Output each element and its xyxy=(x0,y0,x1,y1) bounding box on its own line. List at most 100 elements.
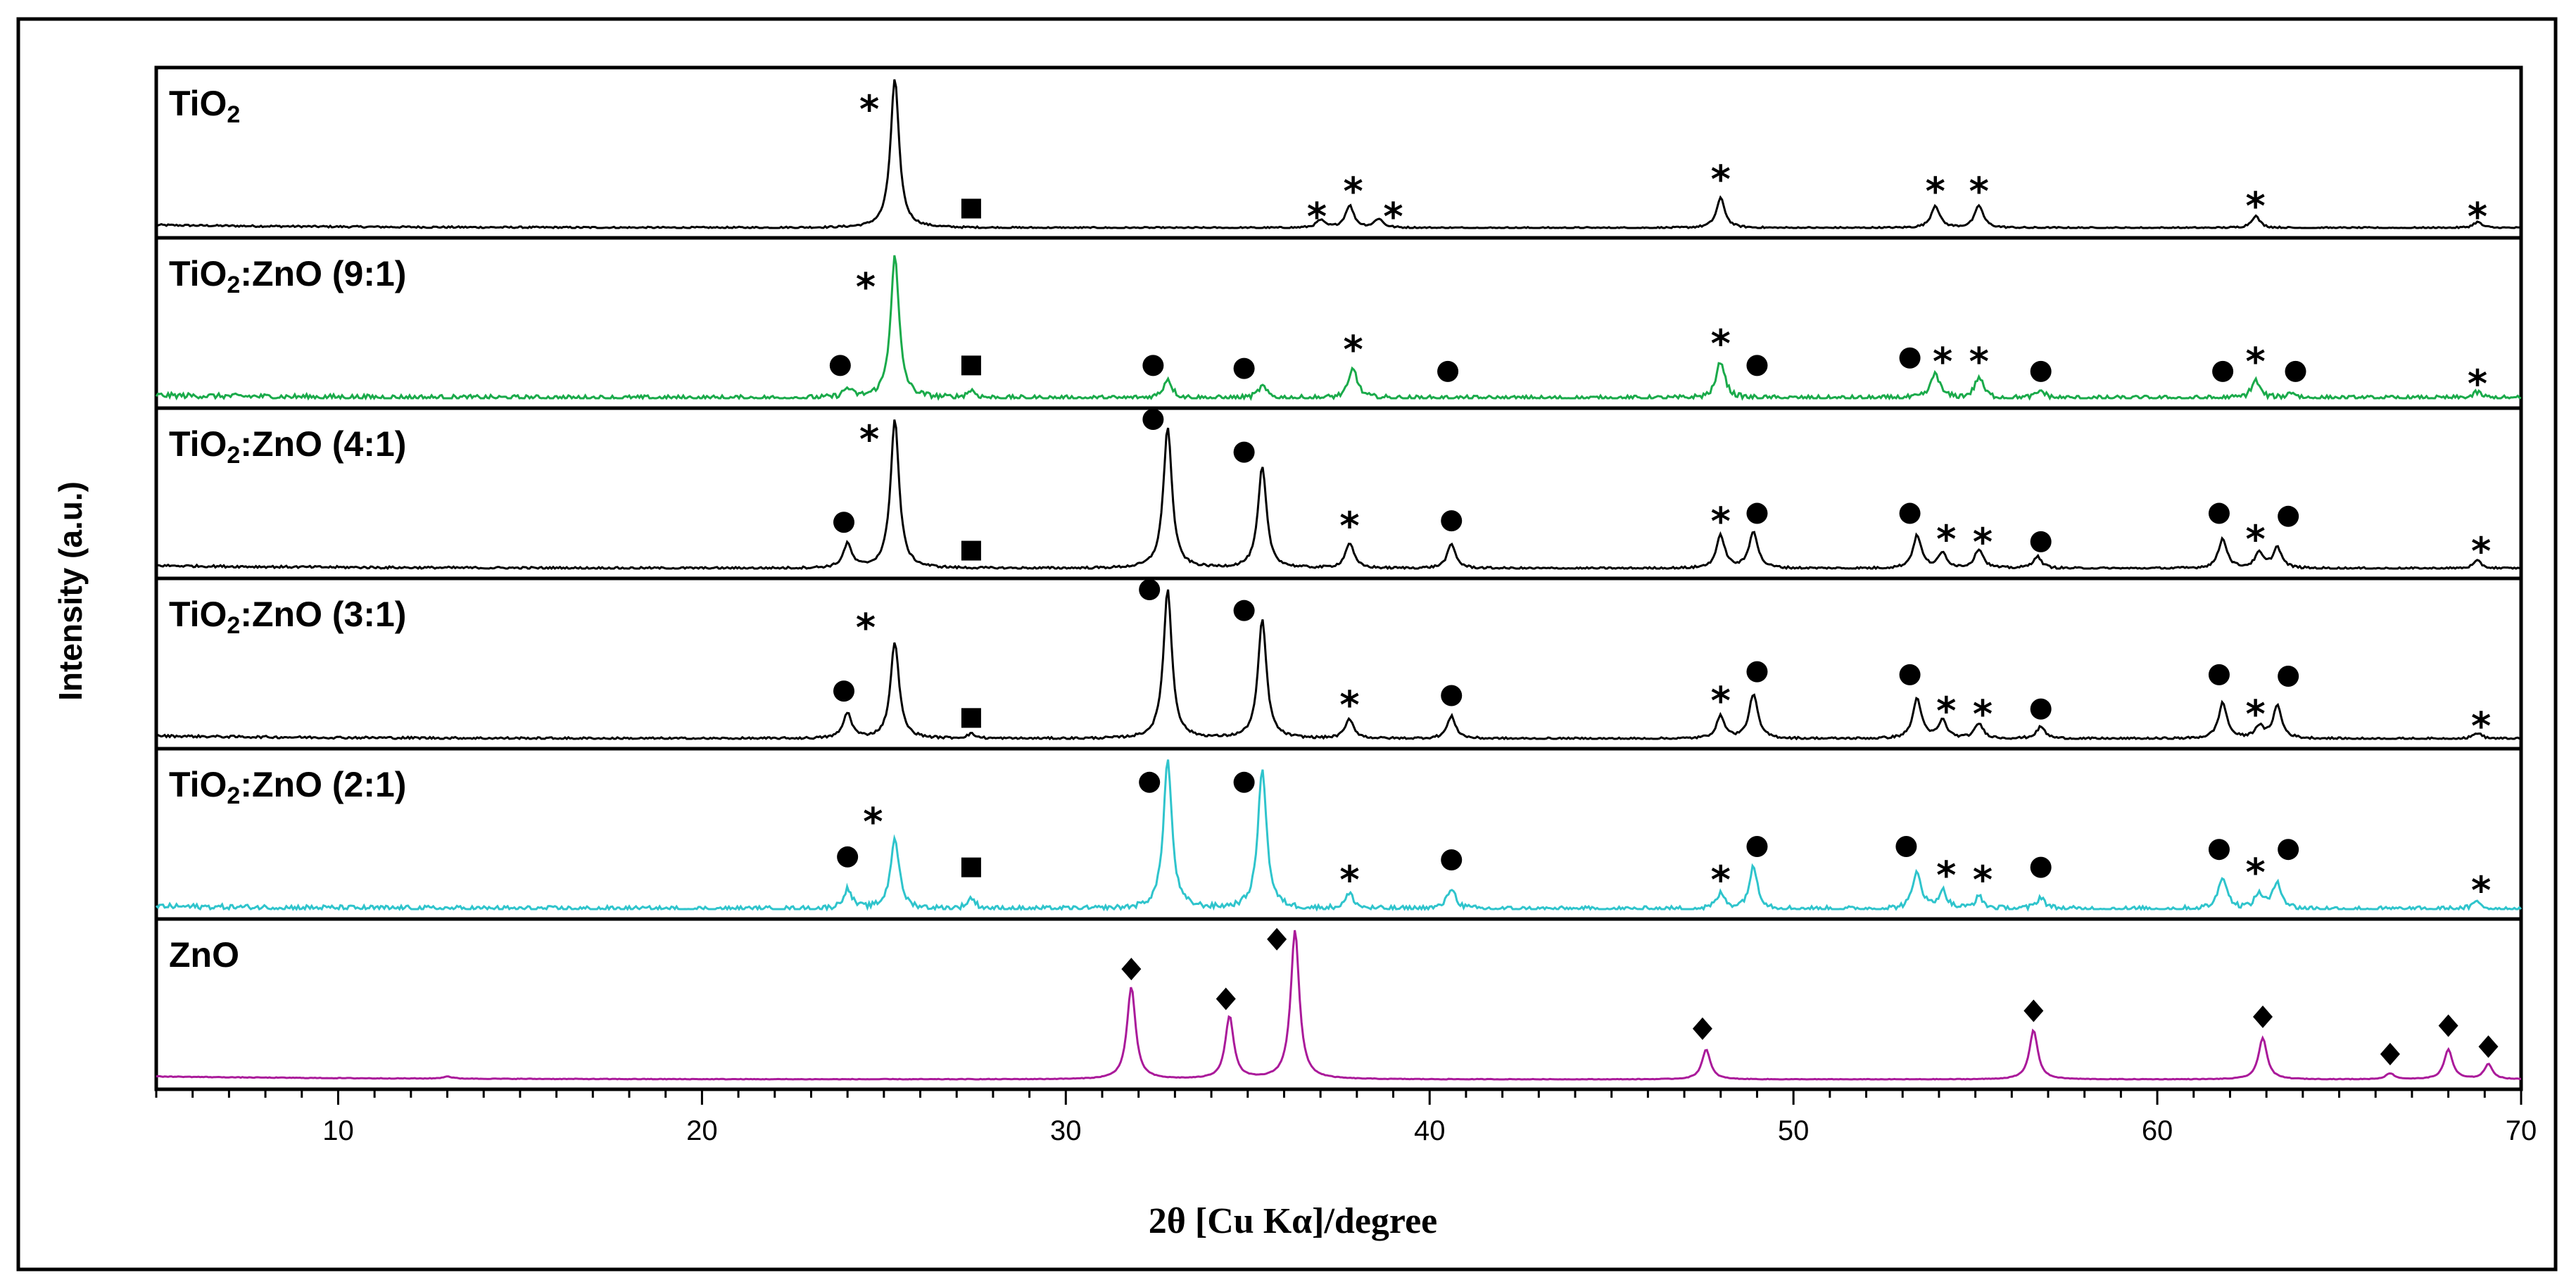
marker-star: * xyxy=(1711,157,1731,201)
marker-circle xyxy=(2030,531,2052,552)
marker-circle xyxy=(2208,839,2230,861)
marker-star: * xyxy=(1339,683,1359,728)
panel-tio2-zno-2-1: TiO2:ZnO (2:1) * * * * * * * xyxy=(154,747,2523,921)
panel-tio2-zno-4-1: TiO2:ZnO (4:1) * * * * * * * xyxy=(154,406,2523,581)
marker-circle xyxy=(1441,849,1463,871)
marker-diamond xyxy=(1692,1017,1712,1040)
marker-diamond xyxy=(2438,1014,2458,1037)
series-line-tio2-zno-3-1 xyxy=(155,589,2522,741)
marker-star: * xyxy=(2471,704,2491,748)
y-axis-label: Intensity (a.u.) xyxy=(52,481,89,701)
marker-circle xyxy=(1233,441,1255,463)
panels-group: TiO2 ***** * * * *TiO2:ZnO (9:1) ** * * * **TiO2:Z… xyxy=(154,65,2523,1091)
x-tick-label: 10 xyxy=(322,1115,354,1146)
series-label: TiO2:ZnO (4:1) xyxy=(169,424,406,469)
marker-star: * xyxy=(1936,689,1956,733)
x-tick-label: 60 xyxy=(2142,1115,2173,1146)
marker-diamond xyxy=(2252,1005,2273,1028)
x-tick-label: 50 xyxy=(1778,1115,1810,1146)
series-line-tio2-zno-4-1 xyxy=(156,419,2522,571)
marker-square xyxy=(961,198,981,219)
marker-circle xyxy=(1899,664,1921,685)
marker-circle xyxy=(837,846,859,868)
marker-circle xyxy=(1437,360,1459,382)
marker-star: * xyxy=(1344,327,1363,372)
marker-circle xyxy=(2208,502,2230,524)
marker-star: * xyxy=(856,265,876,309)
marker-diamond xyxy=(1267,927,1287,951)
marker-star: * xyxy=(2246,517,2266,562)
marker-star: * xyxy=(2471,868,2491,913)
series-label: ZnO xyxy=(169,935,239,975)
marker-star: * xyxy=(1307,194,1327,239)
marker-star: * xyxy=(1933,339,1952,383)
marker-diamond xyxy=(2023,999,2044,1022)
marker-diamond xyxy=(2478,1035,2499,1058)
marker-star: * xyxy=(1969,169,1989,213)
marker-star: * xyxy=(859,87,879,132)
marker-circle xyxy=(1746,835,1768,857)
marker-star: * xyxy=(856,605,876,649)
panel-tio2-zno-3-1: TiO2:ZnO (3:1) * * * * * * * xyxy=(154,576,2523,751)
panel-tio2-zno-9-1: TiO2:ZnO (9:1) * * * * * * * xyxy=(154,236,2523,410)
marker-circle xyxy=(1441,685,1463,706)
marker-star: * xyxy=(2468,362,2487,406)
marker-star: * xyxy=(1973,692,1993,736)
marker-star: * xyxy=(1711,858,1731,902)
marker-star: * xyxy=(2468,194,2487,239)
series-line-tio2-zno-9-1 xyxy=(155,255,2522,401)
marker-star: * xyxy=(1711,678,1731,723)
marker-circle xyxy=(1139,771,1161,793)
marker-star: * xyxy=(2246,692,2266,736)
marker-circle xyxy=(833,512,854,533)
marker-circle xyxy=(1139,579,1161,600)
marker-star: * xyxy=(1973,858,1993,902)
marker-square xyxy=(961,857,981,877)
series-label: TiO2:ZnO (2:1) xyxy=(169,765,406,809)
marker-circle xyxy=(1233,357,1255,379)
marker-star: * xyxy=(859,417,879,462)
marker-star: * xyxy=(1344,169,1363,213)
marker-star: * xyxy=(1969,339,1989,383)
x-axis: 10 20 30 40 50 60 70 xyxy=(155,1089,2537,1146)
marker-star: * xyxy=(1383,194,1403,239)
marker-star: * xyxy=(2246,184,2266,229)
marker-star: * xyxy=(1339,504,1359,548)
marker-circle xyxy=(1746,502,1768,524)
marker-star: * xyxy=(1973,520,1993,564)
marker-diamond xyxy=(1216,987,1236,1010)
marker-circle xyxy=(2285,360,2306,382)
marker-circle xyxy=(2278,839,2299,861)
marker-circle xyxy=(2030,360,2052,382)
x-tick-label: 70 xyxy=(2506,1115,2537,1146)
marker-star: * xyxy=(2471,529,2491,573)
marker-circle xyxy=(1746,661,1768,683)
outer-border xyxy=(16,17,2558,1272)
marker-star: * xyxy=(2246,850,2266,894)
marker-star: * xyxy=(1339,858,1359,902)
marker-circle xyxy=(829,355,851,376)
marker-square xyxy=(961,355,981,376)
series-line-zno xyxy=(156,930,2521,1081)
marker-star: * xyxy=(1711,500,1731,544)
series-line-tio2 xyxy=(156,79,2521,229)
marker-star: * xyxy=(1926,169,1945,213)
marker-circle xyxy=(2278,665,2299,687)
marker-circle xyxy=(2278,505,2299,527)
marker-star: * xyxy=(2246,339,2266,383)
marker-circle xyxy=(2030,856,2052,878)
marker-circle xyxy=(1899,502,1921,524)
marker-circle xyxy=(1142,355,1164,376)
marker-star: * xyxy=(1711,322,1731,366)
marker-star: * xyxy=(863,799,883,844)
x-tick-label: 20 xyxy=(686,1115,718,1146)
marker-circle xyxy=(1441,510,1463,532)
marker-circle xyxy=(1895,835,1917,857)
marker-circle xyxy=(1746,355,1768,376)
x-tick-label: 30 xyxy=(1050,1115,1082,1146)
marker-circle xyxy=(1233,600,1255,621)
x-axis-label: 2θ [Cu Kα]/degree xyxy=(1149,1201,1437,1241)
series-label: TiO2:ZnO (9:1) xyxy=(169,254,406,298)
marker-diamond xyxy=(1121,958,1142,981)
marker-circle xyxy=(1899,347,1921,369)
